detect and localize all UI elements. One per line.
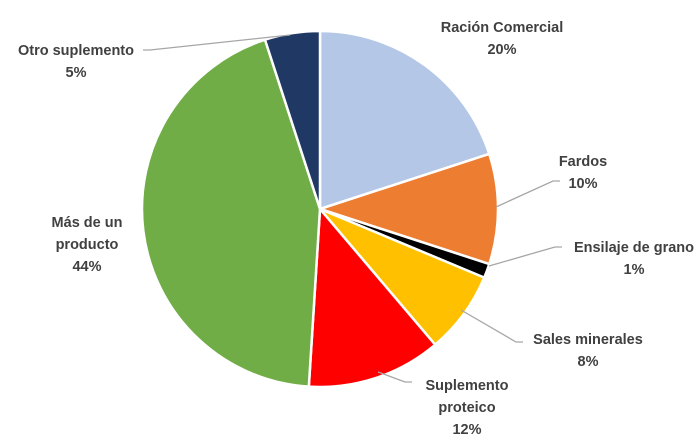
slice-value-label-6: 5% bbox=[66, 65, 87, 81]
slice-category-label-0: Ración Comercial bbox=[441, 20, 564, 36]
slice-category-label-5: producto bbox=[56, 237, 119, 253]
slice-value-label-2: 1% bbox=[624, 262, 645, 278]
slice-category-label-4: Suplemento bbox=[426, 378, 509, 394]
slice-value-label-3: 8% bbox=[578, 354, 599, 370]
slice-category-label-1: Fardos bbox=[559, 154, 607, 170]
pie-slice-4 bbox=[307, 205, 437, 389]
leaders-layer bbox=[143, 34, 562, 383]
pie-slice-5 bbox=[140, 38, 322, 388]
pie-slice-6 bbox=[263, 29, 322, 210]
leader-line-4 bbox=[377, 371, 412, 383]
slice-category-label-2: Ensilaje de grano bbox=[574, 240, 694, 256]
leader-line-6 bbox=[143, 34, 291, 51]
pie-slice-1 bbox=[315, 152, 500, 266]
leader-line-1 bbox=[495, 180, 560, 208]
slice-category-label-3: Sales minerales bbox=[533, 332, 643, 348]
slices-layer bbox=[140, 29, 500, 389]
slice-category-label-4: proteico bbox=[438, 400, 495, 416]
leader-line-3 bbox=[460, 309, 523, 343]
slice-value-label-4: 12% bbox=[452, 422, 481, 438]
pie-slice-0 bbox=[318, 29, 491, 211]
slice-value-label-5: 44% bbox=[72, 259, 101, 275]
slice-category-label-5: Más de un bbox=[52, 215, 123, 231]
labels-layer: Ración Comercial 20% Fardos 10% Ensilaje de … bbox=[18, 20, 694, 438]
leader-line-2 bbox=[488, 246, 562, 267]
slice-category-label-6: Otro suplemento bbox=[18, 43, 134, 59]
slice-value-label-0: 20% bbox=[487, 42, 516, 58]
slice-value-label-1: 10% bbox=[568, 176, 597, 192]
